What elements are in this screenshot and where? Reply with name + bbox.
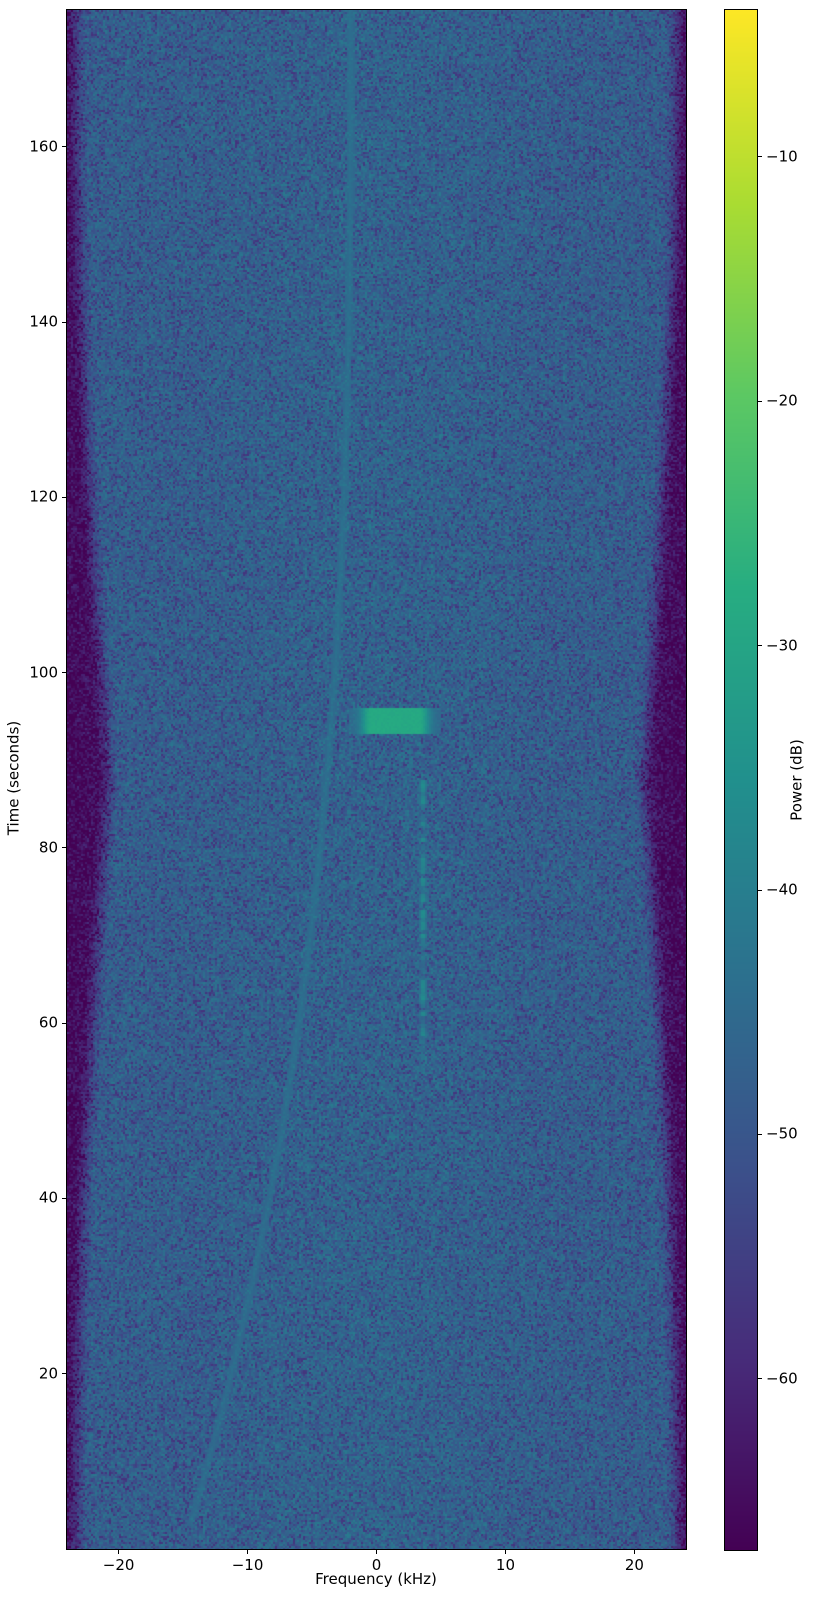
x-tick-mark (376, 1550, 377, 1554)
colorbar-tick-mark (758, 156, 762, 158)
colorbar-tick-mark (758, 1133, 762, 1135)
colorbar-tick-mark (758, 400, 762, 402)
colorbar-tick-label: −10 (766, 147, 798, 166)
x-tick-mark (504, 1550, 506, 1554)
y-tick-mark (62, 146, 66, 148)
x-tick-label: 20 (624, 1556, 644, 1574)
colorbar-tick-label: −20 (766, 391, 798, 410)
x-tick-label: −20 (102, 1556, 135, 1574)
y-tick-label: 120 (29, 487, 58, 506)
x-tick-mark (118, 1550, 120, 1554)
colorbar-tick-label: −60 (766, 1369, 798, 1388)
x-tick-label: −10 (231, 1556, 264, 1574)
y-tick-label: 40 (38, 1188, 58, 1207)
colorbar-tick-label: −40 (766, 880, 798, 899)
y-tick-label: 140 (29, 312, 58, 331)
y-tick-label: 100 (29, 663, 58, 682)
x-tick-mark (247, 1550, 249, 1554)
colorbar-tick-label: −30 (766, 636, 798, 655)
colorbar-gradient (725, 10, 757, 1550)
y-tick-mark (62, 496, 66, 498)
colorbar-tick-label: −50 (766, 1124, 798, 1143)
y-tick-label: 20 (38, 1364, 58, 1383)
x-tick-mark (633, 1550, 635, 1554)
y-tick-mark (62, 847, 66, 849)
y-tick-mark (62, 1197, 66, 1199)
y-tick-mark (62, 321, 66, 323)
y-tick-mark (62, 1022, 66, 1024)
y-tick-mark (62, 1373, 66, 1375)
y-tick-label: 160 (29, 137, 58, 156)
y-tick-label: 60 (38, 1013, 58, 1032)
colorbar-tick-mark (758, 889, 762, 891)
y-tick-label: 80 (38, 838, 58, 857)
y-tick-mark (62, 672, 66, 674)
colorbar-tick-mark (758, 645, 762, 647)
x-tick-label: 0 (371, 1556, 382, 1574)
colorbar-label: Power (dB) (787, 739, 806, 821)
spectrogram-heatmap (67, 10, 686, 1549)
colorbar-tick-mark (758, 1378, 762, 1380)
x-tick-label: 10 (495, 1556, 515, 1574)
y-axis-label: Time (seconds) (4, 720, 23, 836)
x-axis-label: Frequency (kHz) (315, 1570, 437, 1588)
